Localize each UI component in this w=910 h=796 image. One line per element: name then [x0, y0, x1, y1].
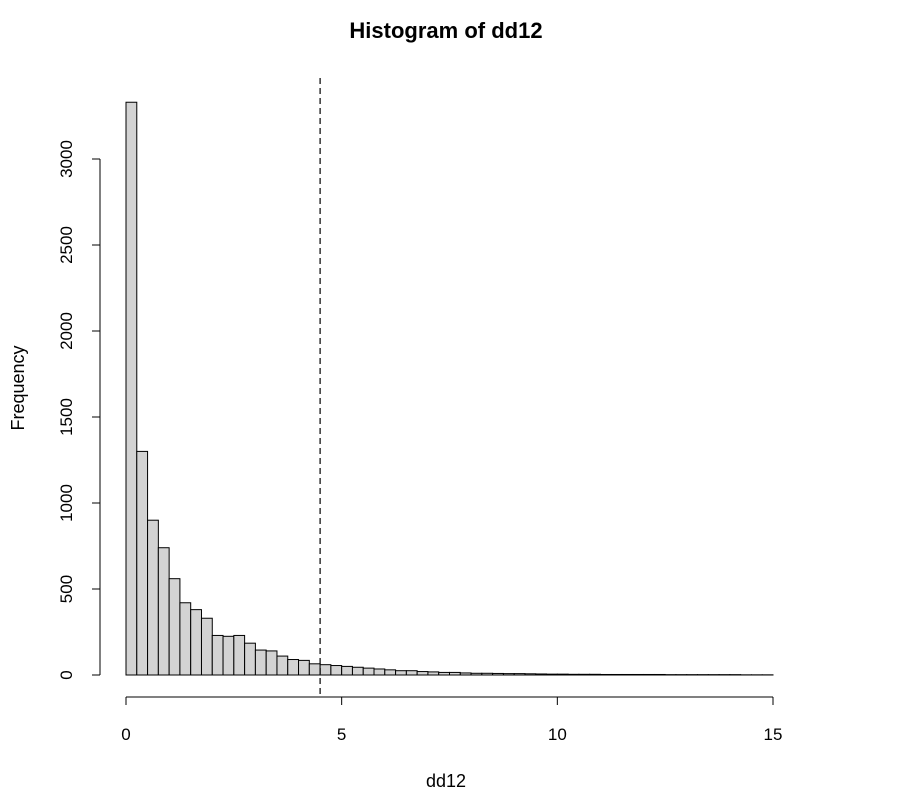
histogram-bar	[211, 634, 224, 676]
histogram-bar	[136, 450, 149, 676]
histogram-bar	[632, 673, 645, 676]
histogram-bar	[567, 673, 580, 676]
bars-group	[125, 101, 774, 676]
x-tick-label: 5	[337, 725, 346, 744]
histogram-bar	[351, 666, 364, 676]
histogram-bar	[427, 671, 440, 676]
x-tick-label: 15	[764, 725, 783, 744]
histogram-bar	[492, 672, 504, 676]
histogram-bar	[535, 673, 548, 676]
histogram-bar	[405, 670, 418, 676]
y-tick-label: 500	[57, 575, 76, 603]
histogram-bar	[125, 101, 138, 676]
histogram-bar	[643, 673, 655, 676]
histogram-bar	[330, 665, 343, 676]
histogram-bar	[470, 672, 483, 676]
histogram-bar	[233, 634, 246, 676]
histogram-bar	[556, 673, 569, 676]
histogram-bar	[599, 673, 612, 676]
y-tick-label: 2000	[57, 312, 76, 350]
histogram-bar	[147, 519, 159, 676]
histogram-bar	[362, 667, 375, 676]
y-tick-label: 2500	[57, 226, 76, 264]
histogram-bar	[276, 655, 289, 676]
histogram-bar	[653, 673, 666, 676]
y-axis-label: Frequency	[8, 345, 28, 430]
y-tick-label: 0	[57, 670, 76, 679]
histogram-bar	[524, 673, 537, 676]
histogram-bar	[373, 668, 386, 676]
y-tick-label: 1000	[57, 484, 76, 522]
y-axis: 0 500 1000 1500 2000 2500 3000	[57, 140, 101, 680]
histogram-bar	[157, 547, 170, 676]
histogram-bar	[319, 664, 332, 676]
histogram-bar	[481, 672, 494, 676]
y-tick-label: 1500	[57, 398, 76, 436]
histogram-bar	[168, 578, 181, 676]
histogram-bar	[438, 671, 451, 676]
histogram-bar	[200, 617, 213, 676]
histogram-bar	[589, 673, 601, 676]
histogram-bar	[222, 635, 235, 676]
x-axis-label: dd12	[426, 771, 466, 791]
chart-title: Histogram of dd12	[349, 18, 542, 43]
histogram-bar	[459, 672, 472, 676]
histogram-bar	[384, 669, 397, 676]
histogram-bar	[190, 609, 202, 676]
histogram-bar	[254, 649, 267, 676]
histogram-bar	[546, 673, 558, 676]
histogram-bar	[578, 673, 591, 676]
histogram-bar	[610, 673, 623, 676]
histogram-bar	[621, 673, 634, 676]
histogram-bar	[244, 642, 256, 676]
histogram-bar	[395, 670, 407, 676]
histogram-bar	[179, 602, 192, 676]
histogram-bar	[298, 659, 310, 676]
histogram-bar	[513, 673, 526, 676]
y-tick-label: 3000	[57, 140, 76, 178]
histogram-bar	[416, 671, 429, 676]
histogram-bar	[449, 671, 461, 676]
histogram-bar	[265, 650, 278, 676]
histogram-bar	[502, 673, 515, 676]
histogram-bar	[341, 665, 353, 676]
histogram-bar	[308, 663, 321, 676]
x-tick-label: 0	[121, 725, 130, 744]
x-tick-label: 10	[548, 725, 567, 744]
histogram-bar	[287, 659, 300, 676]
x-axis: 0 5 10 15	[121, 696, 783, 744]
